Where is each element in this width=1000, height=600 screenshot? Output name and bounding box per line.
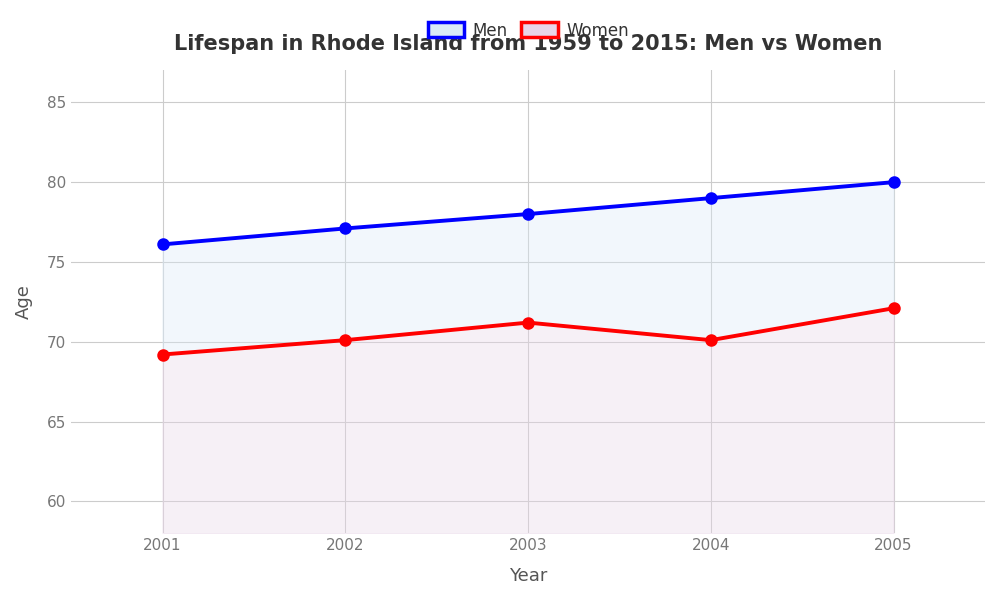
X-axis label: Year: Year [509, 567, 547, 585]
Title: Lifespan in Rhode Island from 1959 to 2015: Men vs Women: Lifespan in Rhode Island from 1959 to 20… [174, 34, 882, 53]
Y-axis label: Age: Age [15, 284, 33, 319]
Legend: Men, Women: Men, Women [421, 15, 635, 46]
